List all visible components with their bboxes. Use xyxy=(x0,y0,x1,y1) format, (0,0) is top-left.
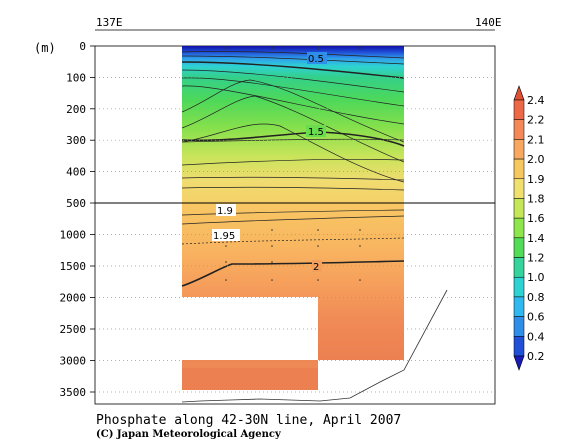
station-dot xyxy=(271,229,273,231)
colorbar-label: 1.9 xyxy=(527,173,545,186)
y-tick-label: 500 xyxy=(66,197,86,210)
colorbar-label: 0.6 xyxy=(527,311,545,324)
y-tick-label: 300 xyxy=(66,134,86,147)
contour-label-text-2: 2 xyxy=(313,262,319,273)
y-tick-label: 1000 xyxy=(60,229,87,242)
contour-label-1.5: 1.5 xyxy=(306,125,326,138)
colorbar-bottom-arrow xyxy=(513,355,525,371)
y-tick-label: 1500 xyxy=(60,260,87,273)
station-dot xyxy=(359,261,361,263)
y-tick-label: 0 xyxy=(79,40,86,53)
contour-label-text-0.5: 0.5 xyxy=(308,54,324,65)
contour-label-1.95: 1.95 xyxy=(212,229,240,242)
y-tick-label: 400 xyxy=(66,166,86,179)
upper-contours xyxy=(181,51,405,191)
colorbar-swatch xyxy=(513,296,525,317)
credit-line: (C) Japan Meteorological Agency xyxy=(96,429,282,440)
station-dot xyxy=(225,261,227,263)
station-dot xyxy=(359,229,361,231)
y-tick-label: 2000 xyxy=(60,292,87,305)
colorbar-swatch xyxy=(513,217,525,239)
colorbar: 2.4 2.2 2.1 2.0 1.9 1.8 1.6 1.4 1.2 1.0 0.8 0.6 0.4 0… xyxy=(513,85,545,371)
station-dot xyxy=(359,245,361,247)
contour-label-text-1.95: 1.95 xyxy=(213,231,235,242)
colorbar-swatch xyxy=(513,257,525,278)
station-dot xyxy=(317,279,319,281)
lower-contours xyxy=(181,209,405,287)
chart-title: Phosphate along 42-30N line, April 2007 xyxy=(96,413,401,428)
colorbar-label: 0.8 xyxy=(527,291,545,304)
y-axis: 0 100 200 300 400 500 1000 1500 2000 2500 3000 3500 xyxy=(60,40,95,399)
station-dot xyxy=(317,229,319,231)
lower-panel-field xyxy=(182,203,404,360)
y-tick-label: 3500 xyxy=(60,386,87,399)
y-tick-label: 100 xyxy=(66,71,86,84)
station-dot xyxy=(271,261,273,263)
contour-label-0.5: 0.5 xyxy=(307,52,327,65)
colorbar-label: 1.6 xyxy=(527,212,545,225)
contour-label-2: 2 xyxy=(312,260,322,273)
colorbar-label: 1.8 xyxy=(527,192,545,205)
colorbar-top-arrow xyxy=(513,85,525,101)
y-unit-label: (m) xyxy=(34,41,56,55)
colorbar-label: 1.0 xyxy=(527,271,545,284)
colorbar-label: 2.4 xyxy=(527,94,545,107)
y-tick-label: 3000 xyxy=(60,355,87,368)
upper-panel-field xyxy=(182,46,404,203)
colorbar-label: 2.2 xyxy=(527,114,545,127)
colorbar-swatch xyxy=(513,99,525,120)
colorbar-swatch xyxy=(513,158,525,180)
contour-label-1.9: 1.9 xyxy=(216,204,236,217)
colorbar-swatch xyxy=(513,316,525,337)
station-dot xyxy=(271,279,273,281)
bottom-topography-line xyxy=(181,289,448,403)
colorbar-label: 1.4 xyxy=(527,232,545,245)
x-tick-label-140e: 140E xyxy=(475,16,502,29)
colorbar-label: 0.2 xyxy=(527,350,545,363)
colorbar-swatch xyxy=(513,237,525,258)
colorbar-label: 0.4 xyxy=(527,330,545,343)
contour-label-text-1.5: 1.5 xyxy=(308,127,324,138)
colorbar-label: 2.1 xyxy=(527,133,545,146)
station-dot xyxy=(317,245,319,247)
y-tick-label: 200 xyxy=(66,103,86,116)
station-dot xyxy=(271,245,273,247)
colorbar-swatch xyxy=(513,336,525,357)
colorbar-label: 2.0 xyxy=(527,153,545,166)
y-tick-label: 2500 xyxy=(60,323,87,336)
contour-label-text-1.9: 1.9 xyxy=(217,206,233,217)
colorbar-swatch xyxy=(513,198,525,219)
deep-panel-top xyxy=(182,360,318,368)
station-dot xyxy=(225,245,227,247)
colorbar-swatch xyxy=(513,119,525,140)
station-markers xyxy=(225,46,361,281)
colorbar-swatch xyxy=(513,139,525,160)
grid-lines xyxy=(95,77,495,393)
colorbar-label: 1.2 xyxy=(527,252,545,265)
station-dot xyxy=(359,279,361,281)
x-tick-label-137e: 137E xyxy=(96,16,123,29)
colorbar-swatch xyxy=(513,178,525,199)
station-dot xyxy=(225,279,227,281)
colorbar-swatch xyxy=(513,276,525,298)
